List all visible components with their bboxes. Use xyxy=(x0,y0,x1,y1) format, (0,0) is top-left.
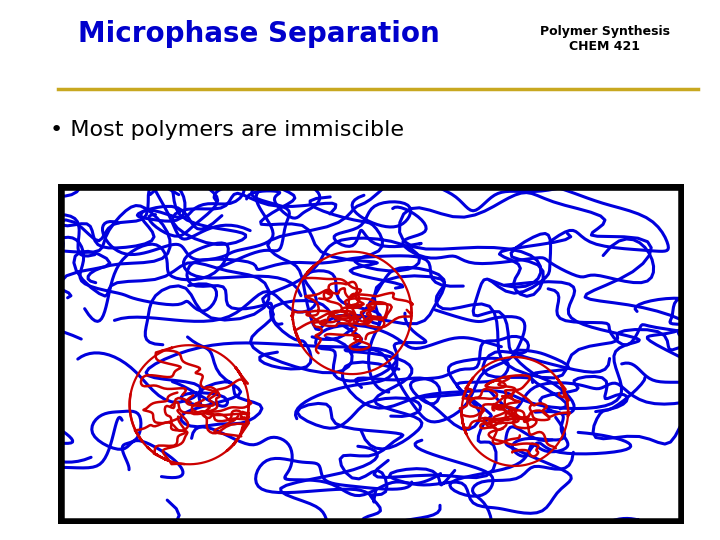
Text: • Most polymers are immiscible: • Most polymers are immiscible xyxy=(50,119,405,140)
Text: Polymer Synthesis
CHEM 421: Polymer Synthesis CHEM 421 xyxy=(540,25,670,53)
Text: Microphase Separation: Microphase Separation xyxy=(78,20,440,48)
